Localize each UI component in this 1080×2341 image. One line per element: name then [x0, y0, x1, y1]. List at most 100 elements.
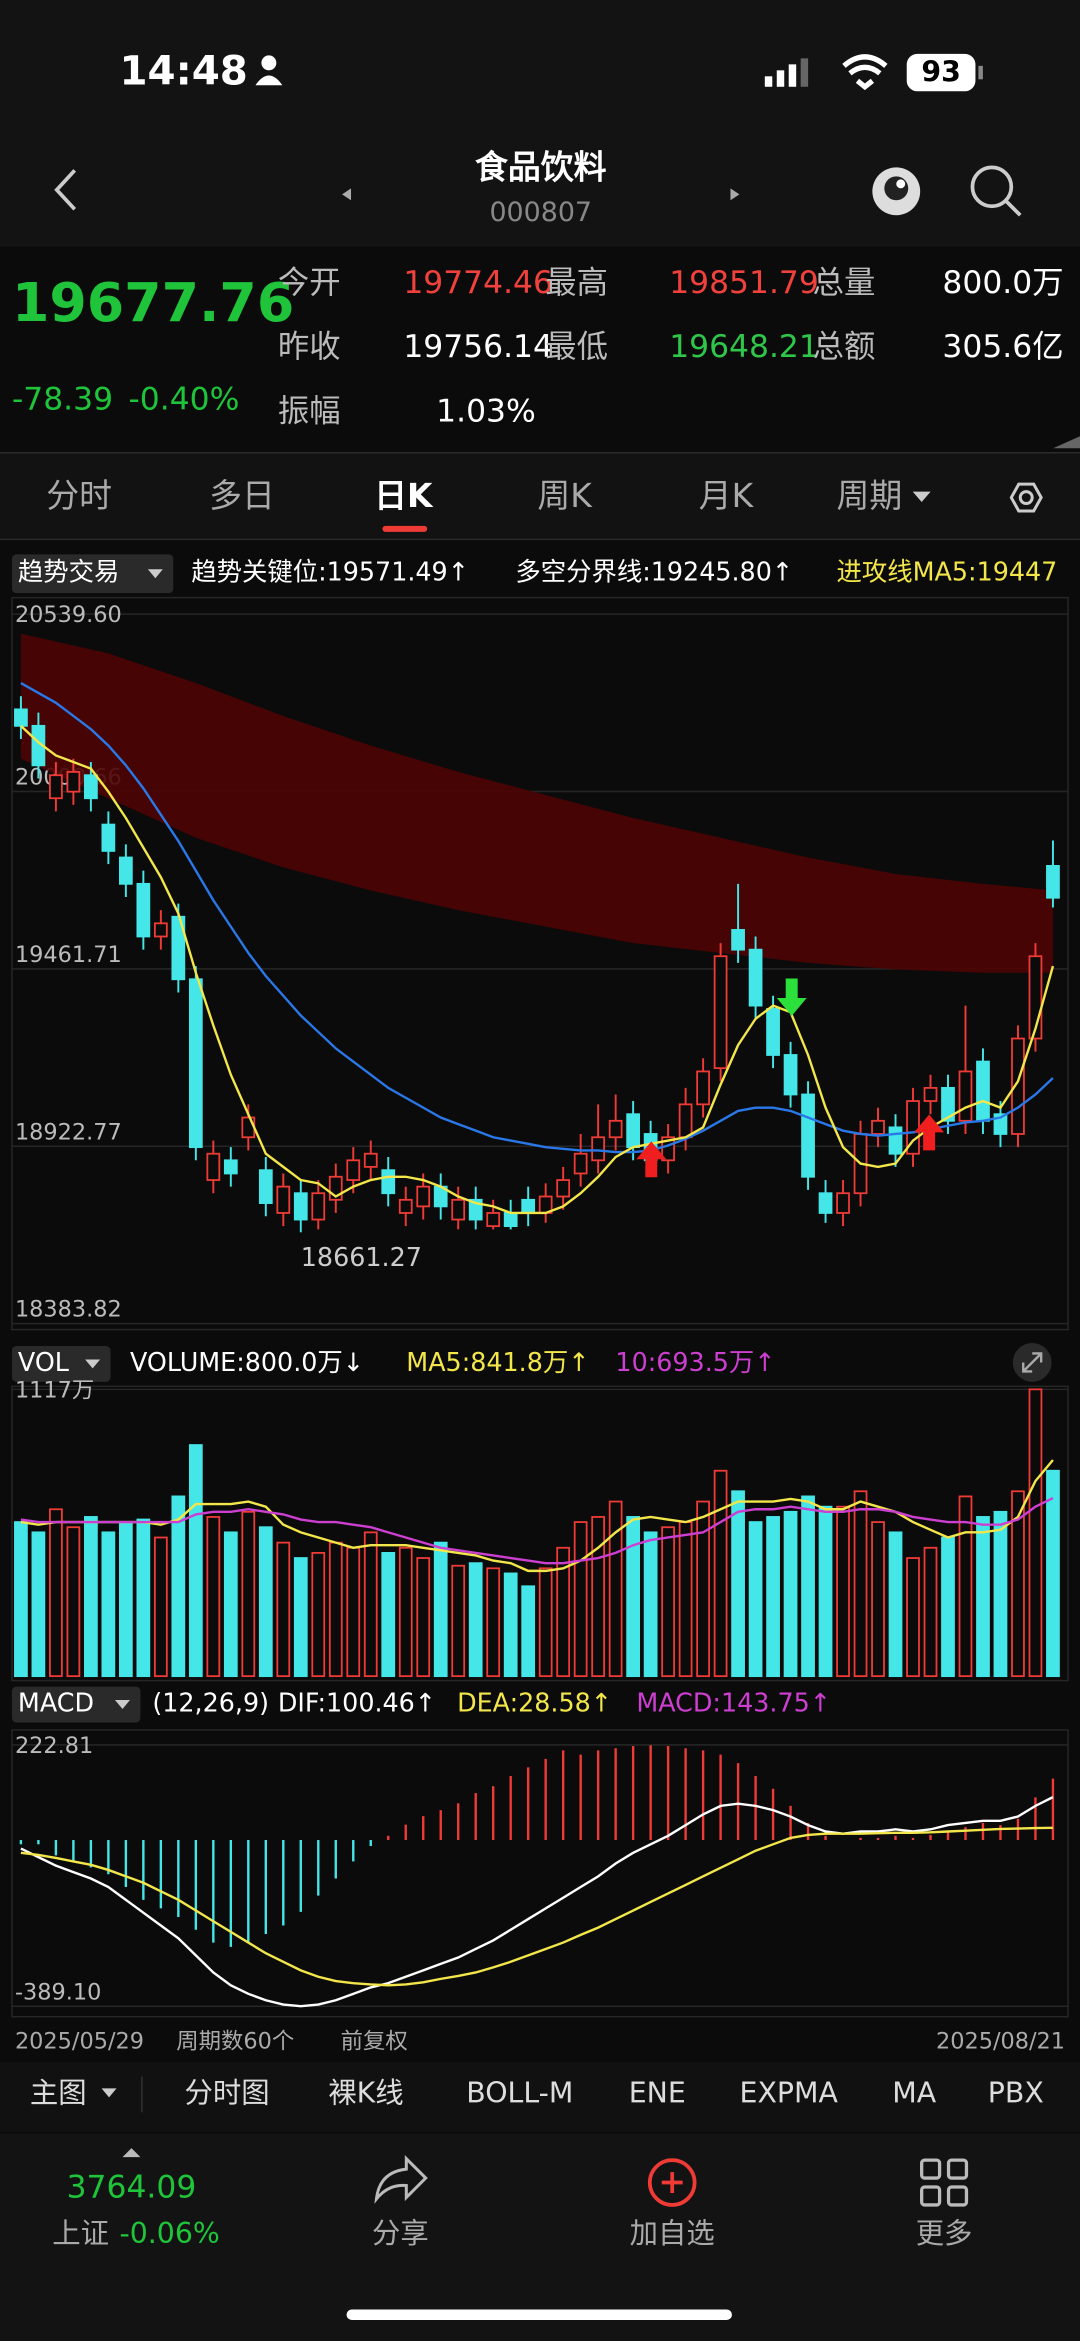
volume-bar	[101, 1531, 116, 1678]
candle-body	[731, 929, 745, 951]
candle-body	[14, 708, 28, 727]
indicator-tab[interactable]: ENE	[629, 2076, 686, 2109]
candle-body	[363, 1152, 378, 1168]
panel-name: VOL	[18, 1347, 69, 1377]
add-watchlist-icon[interactable]	[647, 2158, 697, 2207]
indicator-tab[interactable]: EXPMA	[740, 2076, 839, 2109]
tab[interactable]: 周K	[537, 476, 593, 515]
tab[interactable]: 多日	[209, 476, 275, 515]
indicator-line	[20, 724, 1055, 1215]
field-value: 1.03%	[436, 393, 536, 429]
vol-selector[interactable]	[11, 1346, 111, 1382]
expand-button[interactable]	[1012, 1343, 1052, 1382]
indicator-tab[interactable]: 主图	[30, 2076, 87, 2109]
home-indicator	[346, 2309, 732, 2320]
volume-bar	[661, 1526, 675, 1678]
indicator-tab[interactable]: BOLL-M	[466, 2076, 573, 2109]
expand-icon[interactable]	[122, 2148, 141, 2158]
volume-bar	[328, 1541, 343, 1678]
volume-bar	[556, 1546, 571, 1678]
volume-bar	[696, 1500, 710, 1678]
candle-body	[678, 1103, 693, 1139]
candle-body	[223, 1159, 238, 1175]
field-value: 800.0万	[942, 265, 1063, 301]
next-button[interactable]	[730, 188, 740, 201]
volume-bar	[451, 1564, 466, 1678]
index-value: 3764.09	[67, 2170, 197, 2206]
volume-bar	[836, 1505, 850, 1678]
y-tick-label: 222.81	[15, 1733, 93, 1759]
candle-body	[451, 1198, 466, 1221]
stock-name: 食品饮料	[475, 147, 607, 186]
indicator-tab[interactable]: 裸K线	[328, 2076, 403, 2109]
indicator-selector[interactable]	[11, 554, 174, 594]
indicator-tab[interactable]: 分时图	[184, 2076, 269, 2109]
candle-body	[276, 1185, 291, 1214]
candle-body	[416, 1185, 431, 1208]
candle-body	[993, 1113, 1008, 1135]
search-button[interactable]	[970, 165, 1022, 217]
field-value: 19774.46	[403, 265, 553, 301]
volume-bar	[1046, 1469, 1060, 1678]
nav-label[interactable]: 更多	[916, 2217, 973, 2250]
stock-code: 000807	[489, 197, 592, 228]
volume-bar	[818, 1505, 833, 1678]
volume-bar	[783, 1510, 798, 1678]
battery-icon	[906, 53, 976, 92]
candle-body	[328, 1175, 343, 1201]
tab[interactable]: 分时	[46, 476, 112, 515]
candle-body	[206, 1152, 221, 1181]
mascot-icon[interactable]	[872, 167, 921, 216]
index-name: 上证	[52, 2217, 109, 2250]
back-button[interactable]	[54, 169, 77, 211]
volume-bar	[941, 1536, 955, 1678]
legend-item: VOLUME:800.0万↓	[130, 1347, 364, 1377]
volume-bar	[993, 1510, 1008, 1678]
nav-label[interactable]: 加自选	[630, 2217, 715, 2250]
candle-body	[311, 1192, 326, 1221]
volume-bar	[801, 1495, 815, 1678]
more-icon[interactable]	[920, 2158, 969, 2207]
volume-bar	[398, 1546, 413, 1678]
volume-bar	[49, 1508, 63, 1678]
low-label: 18661.27	[301, 1242, 422, 1272]
macd-selector[interactable]	[11, 1686, 141, 1723]
candle-body	[923, 1086, 938, 1102]
volume-bar	[223, 1531, 238, 1678]
prev-button[interactable]	[342, 188, 352, 201]
nav-label[interactable]: 分享	[372, 2217, 429, 2250]
volume-bar	[923, 1546, 938, 1678]
volume-bar	[171, 1495, 186, 1678]
volume-bar	[84, 1516, 98, 1678]
tab[interactable]: 月K	[699, 476, 755, 515]
volume-bar	[591, 1516, 606, 1678]
volume-bar	[276, 1541, 291, 1678]
candle-body	[591, 1136, 606, 1162]
settings-button[interactable]	[1009, 482, 1043, 513]
candle-body	[398, 1198, 413, 1214]
period-count: 周期数60个	[176, 2029, 294, 2055]
field-label: 振幅	[278, 393, 341, 429]
tab[interactable]: 周期	[837, 476, 903, 515]
share-icon[interactable]	[374, 2155, 428, 2204]
indicator-tab[interactable]: MA	[892, 2076, 936, 2109]
volume-bar	[871, 1521, 885, 1678]
tab[interactable]: 日K	[374, 476, 434, 515]
volume-bar	[433, 1541, 448, 1678]
field-label: 今开	[278, 265, 341, 301]
volume-bar	[503, 1572, 518, 1678]
field-value: 19756.14	[403, 329, 553, 365]
volume-bar	[538, 1567, 553, 1678]
indicator-tab[interactable]: PBX	[988, 2076, 1044, 2109]
volume-bar	[731, 1490, 745, 1678]
candle-body	[293, 1192, 308, 1221]
y-tick-label: 19461.71	[15, 942, 122, 968]
volume-bar	[363, 1531, 378, 1678]
volume-bar	[888, 1531, 903, 1678]
candle-body	[101, 823, 116, 852]
field-label: 最低	[545, 329, 608, 365]
candle-body	[153, 922, 168, 938]
volume-bar	[153, 1536, 168, 1678]
